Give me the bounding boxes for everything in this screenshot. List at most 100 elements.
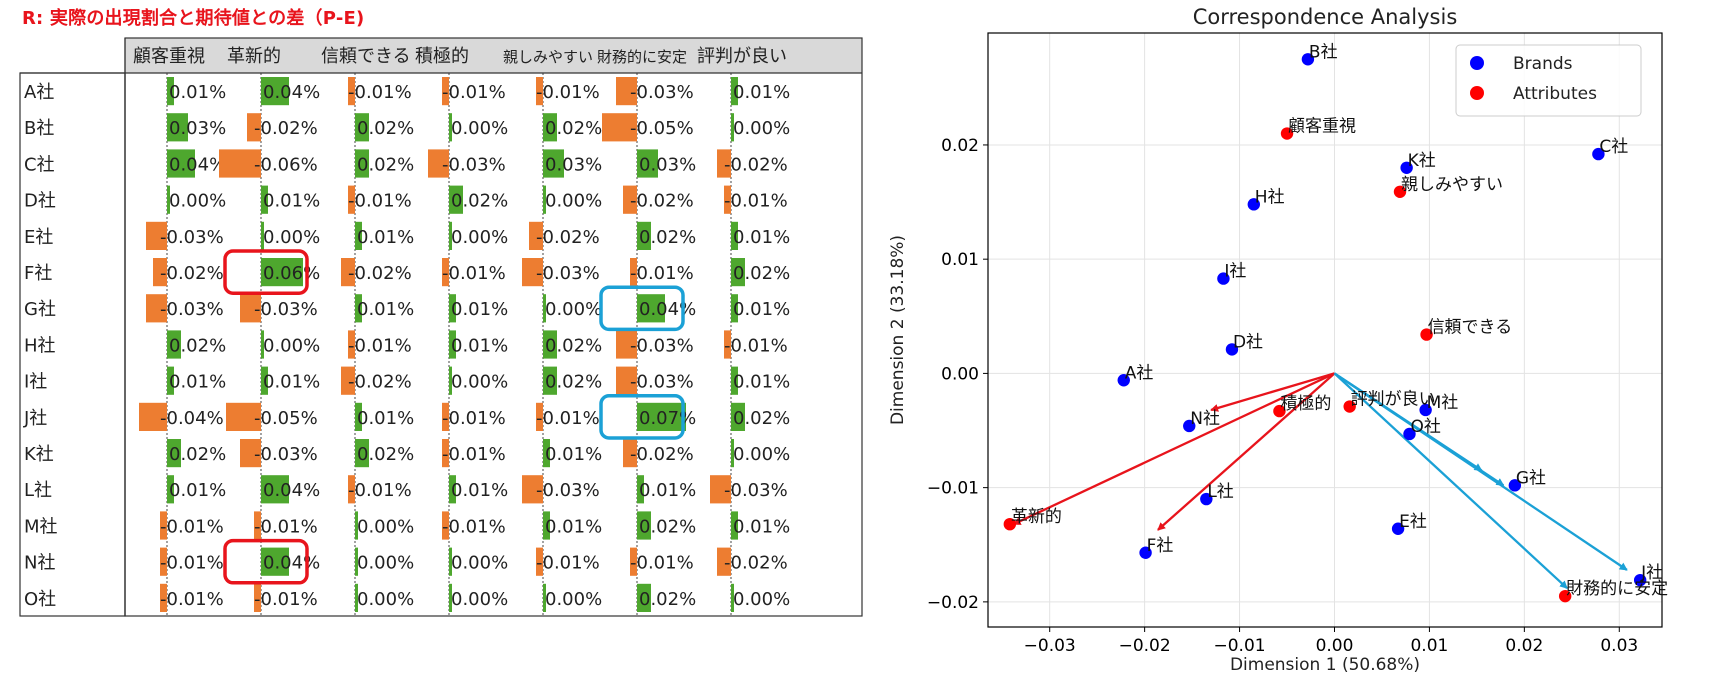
brand-label: N社: [1190, 409, 1220, 429]
brand-point: [1400, 161, 1413, 174]
legend-marker: [1470, 86, 1484, 100]
brand-label: J社: [1640, 563, 1663, 583]
data-bar: [731, 258, 745, 287]
data-bar: [543, 149, 564, 178]
data-bar: [543, 439, 550, 468]
data-bar: [616, 330, 637, 359]
data-bar: [160, 511, 167, 540]
data-bar: [355, 294, 362, 323]
data-bar: [710, 475, 731, 504]
data-bar: [449, 294, 456, 323]
data-bar: [731, 113, 734, 142]
data-bar: [522, 258, 543, 287]
cell-value: 0.03%: [545, 154, 602, 175]
data-bar: [348, 77, 355, 106]
brand-label: D社: [1233, 332, 1263, 352]
brand-point: [1419, 403, 1432, 417]
cell-value: -0.03%: [630, 335, 694, 356]
brand-label: E社: [1399, 512, 1427, 532]
cell-value: -0.01%: [348, 82, 412, 103]
y-axis-label: Dimension 2 (33.18%): [888, 235, 908, 425]
data-bar: [146, 221, 167, 250]
attribute-point: [1558, 589, 1572, 603]
brand-label: C社: [1599, 137, 1628, 157]
brand-point: [1225, 343, 1239, 356]
row-label: N社: [24, 553, 55, 574]
brand-label: A社: [1125, 363, 1154, 383]
column-header: 財務的に安定: [597, 48, 687, 66]
x-tick-label: 0.00: [1316, 636, 1354, 656]
data-bar: [543, 294, 546, 323]
cell-value: -0.03%: [536, 480, 600, 501]
cell-value: -0.03%: [160, 227, 224, 248]
x-tick-label: −0.02: [1119, 636, 1171, 656]
cell-value: -0.06%: [254, 154, 318, 175]
brand-point: [1247, 198, 1261, 211]
cell-value: 0.01%: [451, 299, 508, 320]
data-bar: [341, 258, 355, 287]
data-bar: [160, 547, 167, 576]
highlight-box: [599, 394, 685, 440]
cell-value: -0.01%: [630, 553, 694, 574]
cell-value: 0.01%: [639, 480, 696, 501]
row-label: B社: [24, 118, 54, 139]
data-bar: [449, 366, 452, 395]
cell-value: 0.01%: [263, 372, 320, 393]
data-bar: [449, 330, 456, 359]
data-bar: [247, 113, 261, 142]
y-tick-label: 0.00: [941, 364, 979, 384]
data-bar: [529, 221, 543, 250]
data-bar: [355, 439, 369, 468]
cell-value: 0.03%: [169, 118, 226, 139]
data-bar: [348, 475, 355, 504]
cell-value: -0.05%: [630, 118, 694, 139]
cell-value: -0.03%: [724, 480, 788, 501]
cell-value: 0.01%: [357, 299, 414, 320]
legend-label: Attributes: [1513, 84, 1597, 104]
data-bar: [623, 185, 637, 214]
data-bar: [543, 330, 557, 359]
cell-value: 0.01%: [357, 408, 414, 429]
data-bar: [240, 294, 261, 323]
data-bar: [348, 185, 355, 214]
column-header: 評判が良い: [697, 46, 787, 67]
data-bar: [623, 439, 637, 468]
attribute-label: 評判が良い: [1351, 390, 1436, 410]
highlight-box: [599, 285, 685, 332]
cell-value: 0.01%: [451, 480, 508, 501]
data-bar: [355, 402, 362, 431]
column-header: 革新的: [227, 46, 281, 67]
data-bar: [602, 113, 637, 142]
data-bar: [731, 77, 738, 106]
cell-value: -0.01%: [724, 335, 788, 356]
cell-value: 0.01%: [545, 516, 602, 537]
brand-label: H社: [1255, 187, 1285, 207]
cell-value: 0.03%: [639, 154, 696, 175]
cell-value: -0.02%: [160, 263, 224, 284]
data-bar: [536, 402, 543, 431]
data-bar: [428, 149, 449, 178]
data-bar: [226, 402, 261, 431]
cell-value: -0.03%: [254, 299, 318, 320]
y-tick-label: −0.01: [927, 479, 979, 499]
row-label: A社: [24, 82, 54, 103]
row-label: H社: [24, 335, 56, 356]
legend-box: [1455, 44, 1642, 117]
cell-value: 0.01%: [263, 191, 320, 212]
data-bar: [731, 439, 734, 468]
cell-value: -0.01%: [630, 263, 694, 284]
brand-point: [1183, 419, 1196, 433]
row-label: I社: [24, 372, 47, 393]
cell-value: 0.00%: [545, 589, 602, 610]
data-bar: [630, 258, 637, 287]
attribute-point: [1280, 127, 1294, 140]
cell-value: 0.00%: [733, 118, 790, 139]
cell-value: -0.02%: [348, 372, 412, 393]
data-bar: [355, 511, 358, 540]
x-axis-label: Dimension 1 (50.68%): [1230, 655, 1420, 675]
brand-label: G社: [1516, 468, 1546, 488]
data-bar: [167, 185, 170, 214]
x-tick-label: −0.01: [1214, 636, 1266, 656]
cell-value: -0.01%: [536, 408, 600, 429]
data-bar: [637, 511, 651, 540]
